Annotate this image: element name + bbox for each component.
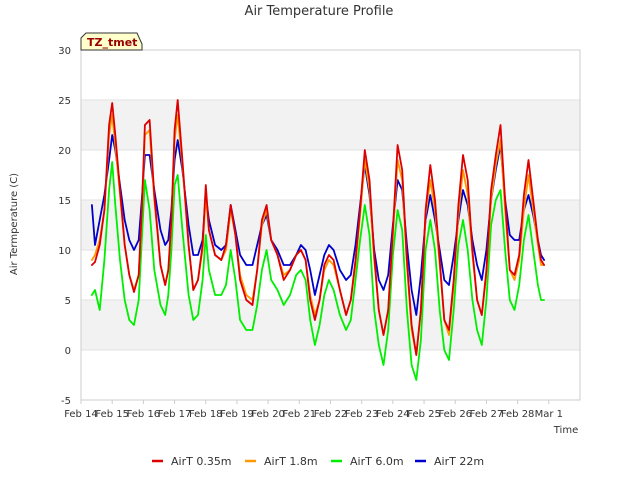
x-tick-label: Feb 18: [189, 409, 223, 420]
y-tick-label: 15: [58, 196, 71, 207]
x-tick-label: Feb 19: [220, 409, 254, 420]
x-tick-label: Feb 21: [283, 409, 317, 420]
plot-band: [81, 250, 580, 300]
y-tick-label: 30: [58, 46, 71, 57]
chart-title: Air Temperature Profile: [245, 4, 394, 19]
x-tick-label: Feb 24: [376, 409, 410, 420]
y-tick-label: -5: [61, 396, 71, 407]
legend-label: AirT 1.8m: [264, 455, 318, 468]
x-tick-label: Feb 27: [470, 409, 504, 420]
x-tick-label: Feb 17: [158, 409, 192, 420]
legend-label: AirT 22m: [434, 455, 484, 468]
x-tick-label: Feb 26: [438, 409, 472, 420]
y-tick-label: 20: [58, 146, 71, 157]
y-tick-labels: -5 0 5 10 15 20 25 30: [58, 46, 71, 407]
legend: AirT 0.35m AirT 1.8m AirT 6.0m AirT 22m: [152, 455, 484, 468]
series-line-airt-0-35m: [91, 99, 545, 356]
tz-badge-label: TZ_tmet: [87, 36, 137, 49]
y-axis-label: Air Termperature (C): [9, 173, 20, 275]
plot-band: [81, 100, 580, 150]
x-axis-label: Time: [553, 425, 578, 436]
x-tick-label: Feb 22: [314, 409, 348, 420]
x-tick-label: Feb 15: [95, 409, 129, 420]
plot-band: [81, 50, 580, 100]
plot-band: [81, 350, 580, 400]
x-tick-label: Feb 20: [251, 409, 285, 420]
series-line-airt-6-0m: [91, 161, 545, 381]
legend-label: AirT 6.0m: [350, 455, 404, 468]
x-tick-label: Feb 14: [64, 409, 98, 420]
plot-band: [81, 300, 580, 350]
legend-label: AirT 0.35m: [171, 455, 232, 468]
series-layer: [91, 99, 545, 381]
tz-badge-shape: [80, 32, 143, 51]
y-tick-label: 5: [65, 296, 71, 307]
x-tick-label: Feb 23: [345, 409, 379, 420]
x-tick-label: Mar 1: [535, 409, 563, 420]
x-tick-label: Feb 28: [501, 409, 535, 420]
x-tick-label: Feb 25: [407, 409, 441, 420]
plot-background: [81, 50, 580, 400]
tz-badge: TZ_tmet: [80, 32, 143, 51]
y-tick-label: 25: [58, 96, 71, 107]
y-tick-label: 10: [58, 246, 71, 257]
y-tick-label: 0: [65, 346, 71, 357]
x-tick-label: Feb 16: [127, 409, 161, 420]
